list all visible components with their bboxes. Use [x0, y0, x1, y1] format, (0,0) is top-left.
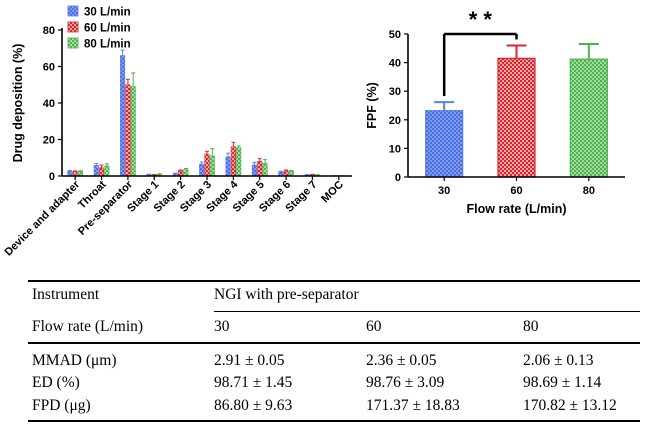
- fpf-x-tick-label-80: 80: [583, 185, 595, 197]
- legend-swatch-30-l-min: [67, 5, 79, 17]
- legend-label-80-l-min: 80 L/min: [84, 39, 131, 51]
- table-top-rule: [28, 280, 640, 282]
- bar-stage-4-60-l-min: [230, 146, 236, 177]
- fpf-x-tick-label-60: 60: [510, 185, 522, 197]
- legend-label-60-l-min: 60 L/min: [84, 23, 131, 35]
- flow-rate-label: Flow rate (L/min): [32, 318, 144, 335]
- y-tick-label-40: 40: [43, 98, 55, 110]
- bar-pre-separator-60-l-min: [125, 84, 131, 177]
- bar-stage-5-60-l-min: [257, 161, 263, 177]
- x-tick-label-device-and-adapter: Device and adapter: [2, 178, 82, 258]
- row-fpd-60: 171.37 ± 18.83: [366, 397, 460, 414]
- figure-charts: 30 L/min 60 L/min 80 L/min Device and adapt…: [2, 5, 625, 258]
- fpf-y-tick-label-0: 0: [395, 172, 401, 184]
- instrument-underline: [214, 311, 640, 312]
- fpf-bar-60: [497, 57, 536, 178]
- row-mmad-label: MMAD (μm): [32, 352, 117, 369]
- row-fpd-label: FPD (μg): [32, 397, 91, 414]
- y-tick-label-20: 20: [43, 135, 55, 147]
- row-fpd-30: 86.80 ± 9.63: [214, 397, 293, 414]
- fpf-y-tick-label-30: 30: [389, 86, 401, 98]
- fpf-x-tick-label-30: 30: [438, 185, 450, 197]
- significance-label: * *: [469, 7, 493, 32]
- fpf-y-tick-label-10: 10: [389, 143, 401, 155]
- bar-throat-80-l-min: [104, 165, 110, 177]
- flow-60-header: 60: [366, 318, 382, 335]
- row-mmad-60: 2.36 ± 0.05: [366, 352, 437, 369]
- fpf-chart: 30 60 80 0 10 20 30 40 50 FPF (%) Flow rate (L/min…: [365, 7, 625, 216]
- y-tick-label-0: 0: [49, 171, 55, 183]
- y-axis-title: Drug deposition (%): [11, 44, 25, 163]
- row-ed-60: 98.76 ± 3.09: [366, 374, 445, 391]
- row-ed-label: ED (%): [32, 374, 80, 391]
- bar-stage-3-60-l-min: [204, 153, 210, 177]
- legend-swatch-60-l-min: [67, 21, 79, 33]
- legend-swatch-80-l-min: [67, 37, 79, 49]
- bar-throat-30-l-min: [93, 165, 99, 177]
- bar-stage-2-80-l-min: [183, 169, 189, 177]
- fpf-x-axis-title: Flow rate (L/min): [467, 202, 567, 216]
- row-fpd-80: 170.82 ± 13.12: [523, 397, 617, 414]
- bar-pre-separator-80-l-min: [130, 86, 136, 177]
- row-ed-30: 98.71 ± 1.45: [214, 374, 293, 391]
- bar-stage-5-30-l-min: [251, 164, 257, 177]
- y-tick-label-60: 60: [43, 62, 55, 74]
- table-bottom-rule: [28, 420, 640, 422]
- legend-label-30-l-min: 30 L/min: [84, 7, 131, 19]
- bar-stage-5-80-l-min: [262, 162, 268, 177]
- row-mmad-30: 2.91 ± 0.05: [214, 352, 285, 369]
- bar-stage-3-30-l-min: [199, 163, 205, 177]
- table-header-rule: [28, 342, 640, 344]
- flow-80-header: 80: [523, 318, 539, 335]
- fpf-y-tick-label-50: 50: [389, 29, 401, 41]
- bar-throat-60-l-min: [98, 167, 105, 177]
- y-tick-label-80: 80: [43, 25, 55, 37]
- fpf-bar-80: [569, 58, 608, 178]
- x-tick-label-moc: MOC: [319, 179, 346, 206]
- instrument-label: Instrument: [32, 286, 100, 303]
- row-mmad-80: 2.06 ± 0.13: [523, 352, 594, 369]
- fpf-bar-30: [425, 110, 464, 178]
- fpf-y-tick-label-40: 40: [389, 58, 401, 70]
- bar-stage-4-30-l-min: [225, 156, 231, 177]
- fpf-y-axis-title: FPF (%): [365, 82, 379, 129]
- bar-stage-3-80-l-min: [209, 155, 215, 177]
- bar-stage-4-80-l-min: [236, 147, 242, 177]
- row-ed-80: 98.69 ± 1.14: [523, 374, 602, 391]
- deposition-chart: 30 L/min 60 L/min 80 L/min Device and adapt…: [2, 5, 352, 258]
- flow-30-header: 30: [214, 318, 230, 335]
- bar-pre-separator-30-l-min: [120, 55, 126, 177]
- instrument-value: NGI with pre-separator: [214, 286, 359, 303]
- fpf-y-tick-label-20: 20: [389, 115, 401, 127]
